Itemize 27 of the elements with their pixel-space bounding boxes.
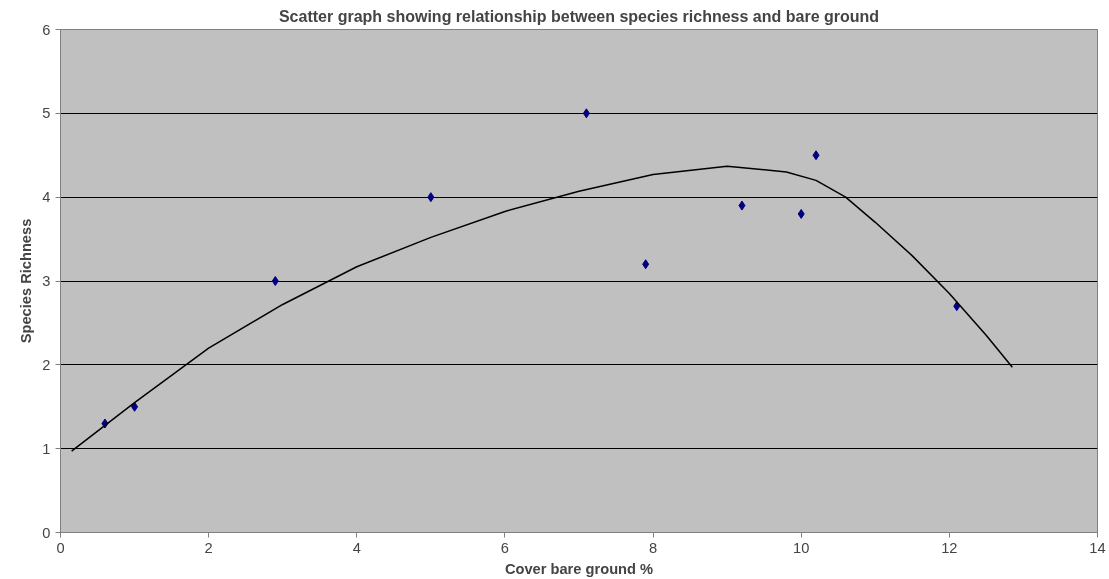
y-tick-label: 1 [42,440,51,457]
x-tick-label: 2 [204,539,213,556]
x-tick-label: 4 [352,539,361,556]
chart-title: Scatter graph showing relationship between species richness and bare ground [278,7,880,25]
x-tick-label: 8 [649,539,658,556]
x-tick-label: 6 [500,539,510,556]
y-tick-label: 6 [42,21,51,38]
point [797,208,805,219]
point [427,192,435,203]
point [271,276,279,286]
y-tick-label: 2 [42,356,51,373]
x-tick-label: 0 [56,539,65,556]
x-tick-label: 10 [793,539,810,556]
y-tick-label: 0 [42,524,51,541]
point [582,108,590,119]
point [738,200,746,211]
point [953,301,961,312]
point [131,401,139,412]
y-tick-label: 3 [42,273,51,289]
point [642,259,650,270]
y-tick-label: 4 [42,189,51,206]
point [812,150,820,161]
y-axis-title: Species Richness [18,218,35,344]
y-tick-label: 5 [42,105,51,122]
x-tick-label: 14 [1089,539,1106,556]
x-tick-label: 12 [941,539,958,556]
x-axis-title: Cover bare ground % [504,560,654,577]
